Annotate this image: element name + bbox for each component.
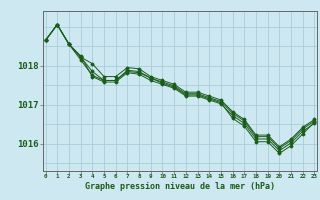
X-axis label: Graphe pression niveau de la mer (hPa): Graphe pression niveau de la mer (hPa) bbox=[85, 182, 275, 191]
